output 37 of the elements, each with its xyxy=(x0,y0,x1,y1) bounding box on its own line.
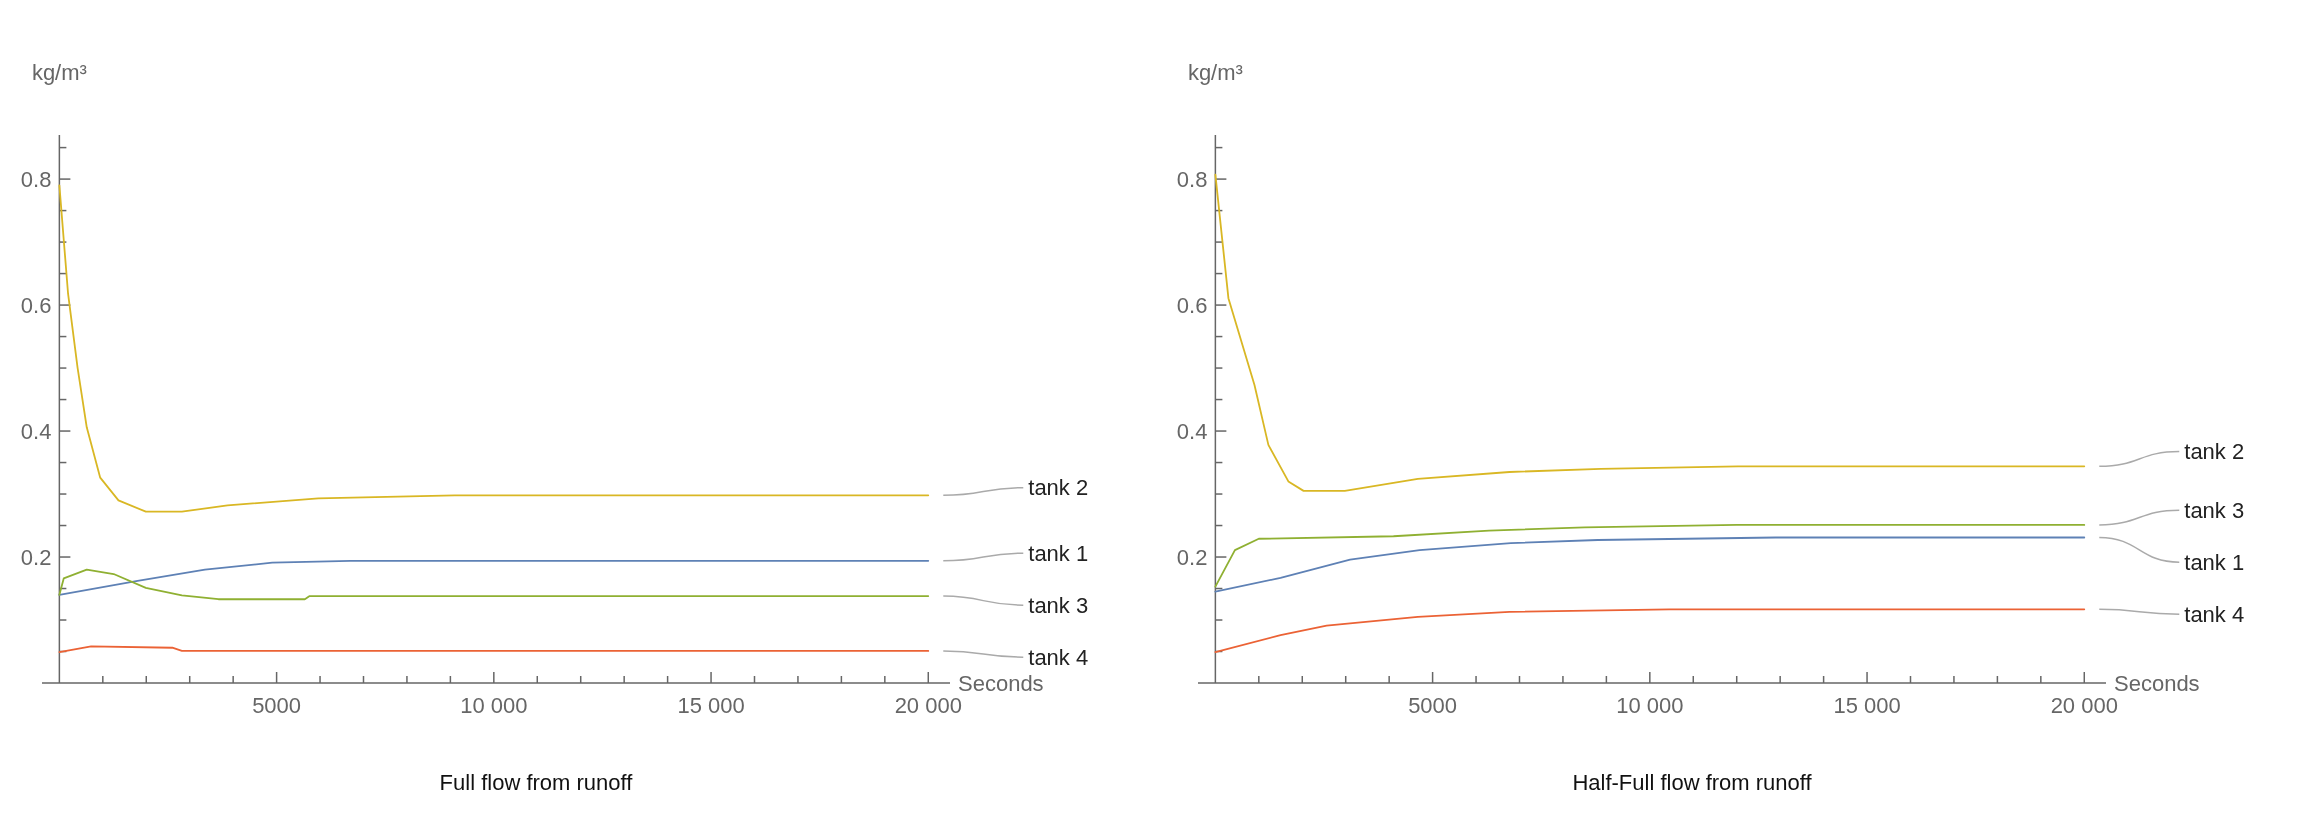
x-tick-label: 10 000 xyxy=(460,693,528,718)
x-tick-label: 5000 xyxy=(1408,693,1458,718)
y-tick-label: 0.6 xyxy=(1176,292,1208,318)
y-tick-label: 0.2 xyxy=(20,544,52,570)
text: tank 4 xyxy=(1028,644,1089,670)
line-series xyxy=(58,559,930,596)
text: tank 4 xyxy=(2184,601,2245,627)
y-tick-label: 0.6 xyxy=(20,292,52,318)
line-series xyxy=(58,184,930,513)
y-tick-label: 0.4 xyxy=(1176,418,1208,444)
text: tank 2 xyxy=(2184,439,2245,465)
x-axis-title: Seconds xyxy=(2114,671,2200,696)
y-tick-label: 0.2 xyxy=(1176,544,1208,570)
y-tick-label: 0.4 xyxy=(20,418,52,444)
line-series xyxy=(58,568,930,601)
x-tick-label: 15 000 xyxy=(1833,693,1901,718)
y-tick-label: 0.8 xyxy=(20,166,52,192)
line-series xyxy=(1214,524,2086,588)
line-series xyxy=(1214,608,2086,654)
text: tank 3 xyxy=(2184,497,2245,523)
text: tank 3 xyxy=(1028,592,1089,618)
x-tick-label: 10 000 xyxy=(1616,693,1684,718)
text: Half-Full flow from runoff xyxy=(1572,770,1813,795)
y-axis-title: kg/m³ xyxy=(1187,60,1243,85)
text: Full flow from runoff xyxy=(439,770,634,795)
y-tick-label: 0.8 xyxy=(1176,166,1208,192)
y-axis-title: kg/m³ xyxy=(31,60,87,85)
x-tick-label: 5000 xyxy=(252,693,302,718)
x-tick-label: 20 000 xyxy=(894,693,962,718)
text: tank 2 xyxy=(1028,475,1089,501)
x-tick-label: 20 000 xyxy=(2050,693,2118,718)
line-series xyxy=(1214,536,2086,593)
text: tank 1 xyxy=(2184,549,2245,575)
x-axis-title: Seconds xyxy=(958,671,1044,696)
x-tick-label: 15 000 xyxy=(677,693,745,718)
text: tank 1 xyxy=(1028,540,1089,566)
line-series xyxy=(1214,173,2086,492)
